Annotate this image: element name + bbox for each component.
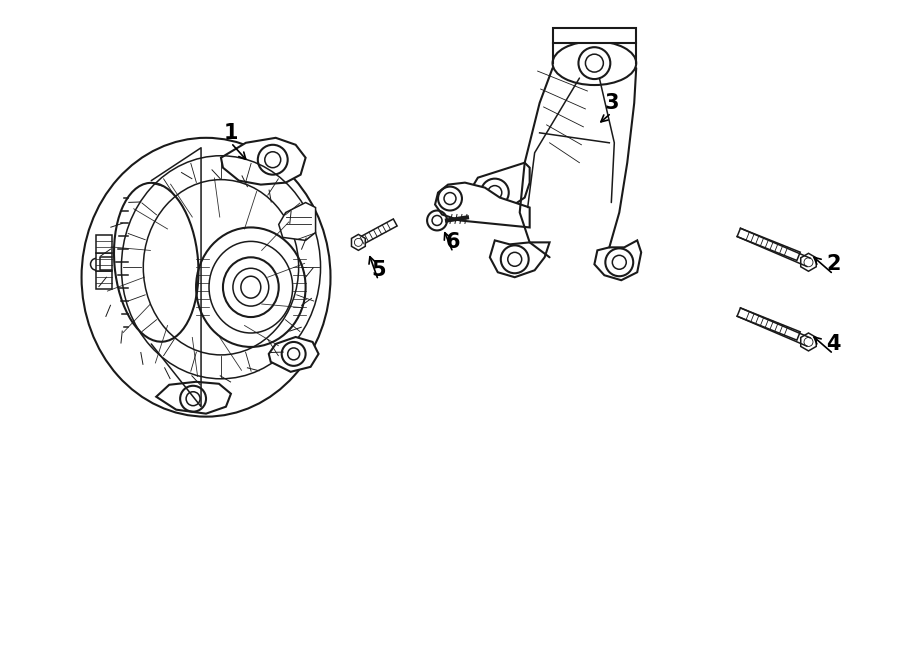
Polygon shape xyxy=(801,333,816,351)
Polygon shape xyxy=(472,163,530,213)
Polygon shape xyxy=(221,138,306,185)
Polygon shape xyxy=(279,203,316,240)
Polygon shape xyxy=(594,240,641,280)
Polygon shape xyxy=(356,219,397,246)
Polygon shape xyxy=(737,308,800,340)
Text: 2: 2 xyxy=(826,254,841,274)
Polygon shape xyxy=(269,337,319,372)
Text: 5: 5 xyxy=(371,260,385,280)
Polygon shape xyxy=(553,28,636,43)
Polygon shape xyxy=(737,228,800,260)
Text: 1: 1 xyxy=(224,123,238,143)
FancyBboxPatch shape xyxy=(96,236,112,254)
Polygon shape xyxy=(801,254,816,271)
Polygon shape xyxy=(435,183,530,228)
Text: 3: 3 xyxy=(604,93,618,113)
Polygon shape xyxy=(490,240,550,277)
FancyBboxPatch shape xyxy=(96,254,112,271)
Text: 6: 6 xyxy=(446,232,460,252)
Ellipse shape xyxy=(241,276,261,298)
Polygon shape xyxy=(352,234,365,250)
Text: 4: 4 xyxy=(826,334,841,354)
FancyBboxPatch shape xyxy=(96,271,112,289)
Polygon shape xyxy=(157,382,231,414)
